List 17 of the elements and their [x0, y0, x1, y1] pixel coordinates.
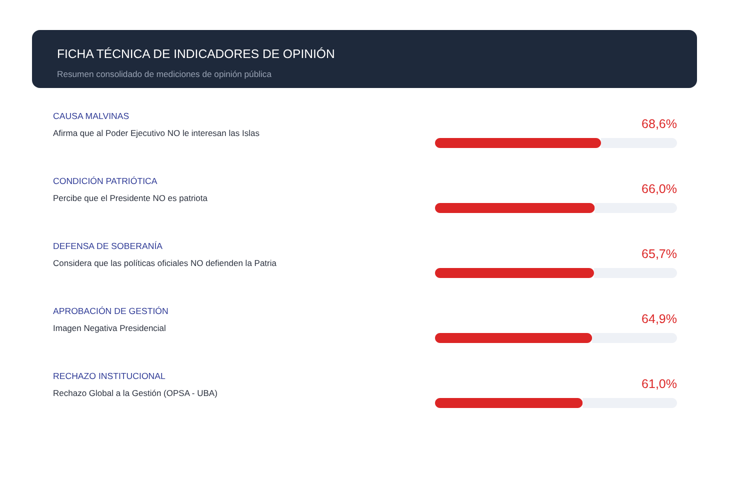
text: Afirma que al Poder Ejecutivo NO le interesan las Islas: [53, 128, 260, 138]
text: Imagen Negativa Presidencial: [53, 323, 166, 333]
data-label: 66,0%: [642, 182, 677, 196]
text: Rechazo Global a la Gestión (OPSA - UBA): [53, 388, 218, 398]
text: Percibe que el Presidente NO es patriota: [53, 193, 208, 203]
y-tick-label: CAUSA MALVINAS: [53, 111, 130, 121]
y-tick-label: APROBACIÓN DE GESTIÓN: [53, 306, 168, 316]
data-label: 61,0%: [642, 377, 677, 391]
text: Resumen consolidado de mediciones de opinión pública: [57, 69, 272, 79]
data-label: 65,7%: [642, 247, 677, 261]
y-tick-label: RECHAZO INSTITUCIONAL: [53, 371, 166, 381]
data-label: 64,9%: [642, 312, 677, 326]
text: Considera que las políticas oficiales NO defienden la Patria: [53, 258, 277, 268]
data-label: 68,6%: [642, 117, 677, 131]
y-tick-label: DEFENSA DE SOBERANÍA: [53, 241, 163, 251]
y-tick-label: CONDICIÓN PATRIÓTICA: [53, 176, 158, 186]
text: FICHA TÉCNICA DE INDICADORES DE OPINIÓN: [57, 47, 335, 61]
